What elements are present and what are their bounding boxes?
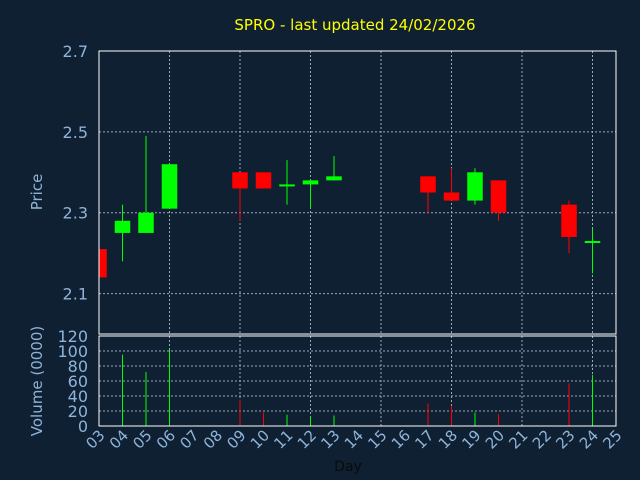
x-tick-label: 09 xyxy=(223,426,249,452)
x-tick-label: 05 xyxy=(129,426,155,452)
x-tick-label: 17 xyxy=(411,426,437,452)
x-tick-label: 16 xyxy=(388,426,414,452)
candle-body xyxy=(561,204,577,237)
volume-tick-label: 60 xyxy=(68,372,88,391)
volume-tick-label: 80 xyxy=(68,357,88,376)
volume-tick-label: 40 xyxy=(68,387,88,406)
volume-tick-label: 100 xyxy=(57,342,88,361)
candle-body xyxy=(114,220,131,233)
x-tick-label: 12 xyxy=(294,426,320,452)
x-axis-label: Day xyxy=(334,459,362,475)
candle-body xyxy=(161,164,178,209)
x-axis-ticks: 0304050607080910111213141516171819202122… xyxy=(82,426,625,452)
candle-body xyxy=(255,172,272,189)
x-tick-label: 07 xyxy=(176,426,202,452)
x-tick-label: 21 xyxy=(505,426,531,452)
volume-frame xyxy=(98,335,617,427)
price-tick-label: 2.7 xyxy=(63,42,88,61)
price-y-ticks: 2.7 2.5 2.3 2.1 xyxy=(63,42,88,304)
candle-body xyxy=(302,180,319,185)
volume-tick-label: 20 xyxy=(68,402,88,421)
candles xyxy=(98,135,601,278)
candle-body xyxy=(326,176,342,181)
price-tick-label: 2.1 xyxy=(63,285,88,304)
candle-body xyxy=(99,249,107,278)
x-tick-label: 04 xyxy=(106,426,132,452)
x-tick-label: 22 xyxy=(529,426,555,452)
candle-body xyxy=(420,176,436,193)
price-frame xyxy=(98,50,617,335)
x-tick-label: 24 xyxy=(576,426,602,452)
candle-body xyxy=(138,212,154,233)
x-tick-label: 25 xyxy=(599,426,625,452)
x-tick-label: 23 xyxy=(552,426,578,452)
x-tick-label: 19 xyxy=(458,426,484,452)
price-tick-label: 2.3 xyxy=(63,204,88,223)
chart-title: SPRO - last updated 24/02/2026 xyxy=(234,16,475,34)
candle-body xyxy=(443,192,460,201)
x-tick-label: 11 xyxy=(270,426,296,452)
volume-bars xyxy=(122,349,593,426)
candle-body xyxy=(279,184,295,187)
x-tick-label: 20 xyxy=(482,426,508,452)
x-tick-label: 08 xyxy=(200,426,226,452)
volume-axis-label: Volume (0000) xyxy=(28,326,46,436)
candle-body xyxy=(490,180,507,213)
price-panel: 2.7 2.5 2.3 2.1 Price xyxy=(28,42,617,335)
x-tick-label: 06 xyxy=(153,426,179,452)
candle-body xyxy=(467,172,483,201)
volume-tick-label: 0 xyxy=(78,417,88,436)
x-tick-label: 13 xyxy=(317,426,343,452)
volume-grid xyxy=(99,336,616,426)
price-axis-label: Price xyxy=(28,174,46,211)
price-tick-label: 2.5 xyxy=(63,123,88,142)
volume-tick-label: 120 xyxy=(57,327,88,346)
x-tick-label: 10 xyxy=(247,426,273,452)
x-tick-label: 18 xyxy=(435,426,461,452)
x-tick-label: 15 xyxy=(364,426,390,452)
candle-body xyxy=(584,241,601,244)
x-tick-label: 14 xyxy=(341,426,367,452)
candle-body xyxy=(232,172,248,189)
